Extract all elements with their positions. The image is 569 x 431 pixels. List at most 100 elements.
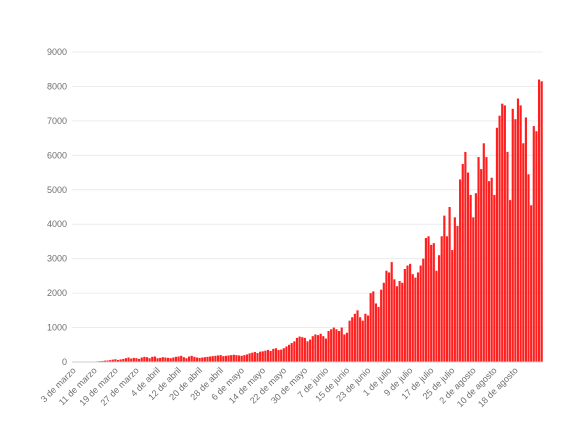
bar <box>243 355 246 362</box>
bar <box>485 157 488 362</box>
bar <box>153 356 156 362</box>
y-tick-label: 8000 <box>47 81 67 91</box>
bar <box>351 317 354 362</box>
bar <box>185 358 188 362</box>
bar <box>409 263 412 362</box>
bar <box>506 151 509 362</box>
bar <box>206 356 209 362</box>
bar <box>427 236 430 362</box>
bar <box>524 117 527 362</box>
bar <box>472 217 475 362</box>
bar <box>366 315 370 362</box>
bar <box>172 357 175 362</box>
bar <box>143 356 146 362</box>
bar <box>245 354 249 362</box>
bar <box>138 358 141 362</box>
bar <box>240 355 243 362</box>
bar <box>130 358 133 362</box>
bar <box>424 238 427 362</box>
bar <box>132 357 135 362</box>
bar <box>161 357 164 362</box>
y-tick-label: 4000 <box>47 219 67 229</box>
bar <box>316 335 320 362</box>
bar <box>377 306 380 362</box>
bar <box>345 332 349 362</box>
bar <box>422 258 425 362</box>
bar <box>148 358 151 362</box>
bar <box>274 348 278 362</box>
bar <box>535 131 538 362</box>
bar <box>288 344 291 362</box>
bar <box>314 334 317 362</box>
y-tick-label: 7000 <box>47 116 67 126</box>
bar <box>101 360 104 362</box>
bar <box>527 174 530 362</box>
bar <box>369 293 372 362</box>
bar <box>122 358 125 362</box>
bar <box>487 181 491 362</box>
y-tick-label: 9000 <box>47 47 67 57</box>
bar <box>103 360 106 362</box>
bar <box>319 333 322 362</box>
bar <box>537 79 541 362</box>
bar <box>235 355 238 362</box>
bar <box>385 270 388 362</box>
bar <box>238 355 241 362</box>
bar <box>135 358 138 362</box>
bar <box>169 358 172 362</box>
bar <box>532 126 535 362</box>
bar <box>398 281 401 362</box>
bar <box>327 331 330 362</box>
bar <box>156 358 159 362</box>
bar <box>490 177 493 362</box>
bar <box>290 343 293 362</box>
bar <box>401 282 404 362</box>
bar <box>459 179 462 362</box>
bar <box>177 356 180 362</box>
bar <box>332 327 335 362</box>
bar <box>277 349 280 362</box>
bar <box>477 157 480 362</box>
bar <box>348 320 351 362</box>
bar <box>382 282 385 362</box>
bar <box>330 329 333 362</box>
bar <box>140 357 143 362</box>
bar <box>309 339 312 362</box>
bar <box>224 355 228 362</box>
bar <box>414 277 417 362</box>
bar <box>109 360 112 362</box>
bar <box>222 356 225 362</box>
bar <box>180 355 183 362</box>
bar <box>516 98 520 362</box>
bar <box>419 265 422 362</box>
bar <box>232 354 235 362</box>
bar <box>124 358 128 362</box>
bar <box>411 274 414 362</box>
bar <box>374 303 377 362</box>
bar <box>445 236 449 362</box>
bar <box>266 349 270 362</box>
bar <box>269 350 272 362</box>
bar <box>495 127 499 362</box>
bar <box>198 357 201 362</box>
bar <box>322 336 325 362</box>
bar <box>116 359 120 362</box>
bar <box>182 357 185 362</box>
y-tick-label: 0 <box>62 357 67 367</box>
bar <box>256 353 259 362</box>
bar <box>214 355 217 362</box>
bar <box>482 143 485 362</box>
bar <box>219 355 222 362</box>
bar <box>201 357 204 362</box>
bar <box>259 351 262 362</box>
bar <box>311 336 314 362</box>
bar <box>159 357 162 362</box>
bar <box>285 346 288 362</box>
bar <box>145 357 149 362</box>
bar <box>293 341 296 362</box>
bar <box>356 310 359 362</box>
bar <box>530 205 533 362</box>
bar <box>251 352 254 362</box>
bar <box>387 272 391 362</box>
bar <box>448 207 451 362</box>
